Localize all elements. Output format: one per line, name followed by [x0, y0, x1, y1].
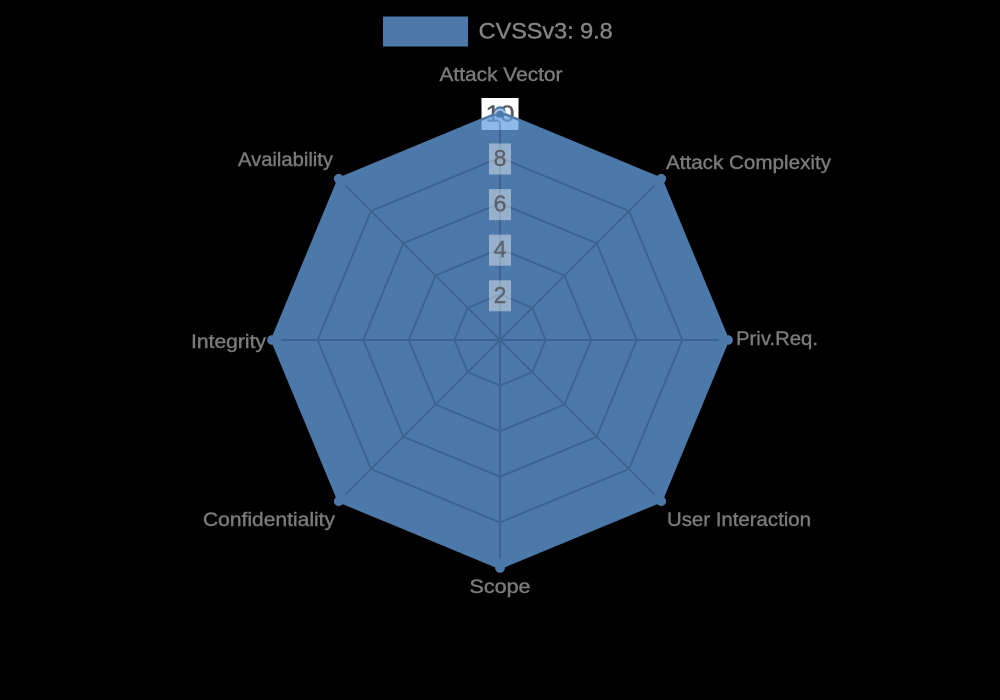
svg-text:Integrity: Integrity	[191, 332, 267, 353]
svg-text:User Interaction: User Interaction	[667, 510, 811, 531]
svg-text:Confidentiality: Confidentiality	[203, 510, 336, 531]
svg-text:2: 2	[494, 282, 507, 308]
svg-text:Attack Complexity: Attack Complexity	[666, 153, 832, 174]
svg-text:Priv.Req.: Priv.Req.	[736, 329, 818, 350]
svg-text:Attack Vector: Attack Vector	[440, 65, 564, 86]
svg-text:Availability: Availability	[238, 150, 334, 171]
svg-text:6: 6	[494, 191, 507, 217]
svg-text:CVSSv3: 9.8: CVSSv3: 9.8	[479, 19, 613, 44]
svg-text:8: 8	[494, 145, 507, 171]
svg-text:4: 4	[494, 236, 507, 262]
svg-text:Scope: Scope	[470, 577, 531, 598]
